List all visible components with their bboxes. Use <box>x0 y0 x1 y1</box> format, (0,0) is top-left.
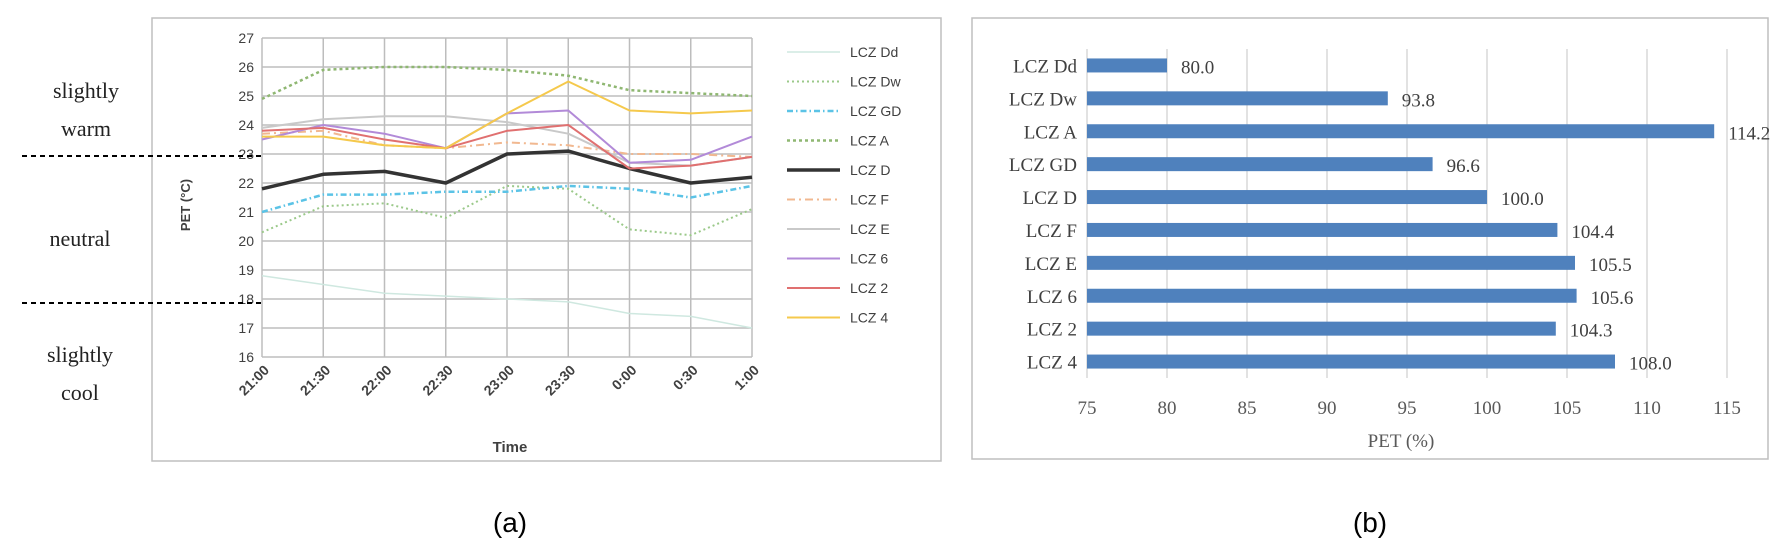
legend-label-lcz-dd: LCZ Dd <box>850 44 898 60</box>
panel-a-y-tick-21: 21 <box>238 204 254 220</box>
panel-a-y-tick-23: 23 <box>238 146 254 162</box>
panel-a-y-tick-22: 22 <box>238 175 254 191</box>
panel-b-category-lcz-e: LCZ E <box>1025 254 1077 275</box>
panel-b-category-lcz-f: LCZ F <box>1026 221 1077 242</box>
panel-b-category-lcz-a: LCZ A <box>1024 122 1078 143</box>
bar-lcz-dw <box>1087 91 1388 106</box>
bar-label-lcz-4: 108.0 <box>1629 354 1672 375</box>
panel-b-category-lcz-2: LCZ 2 <box>1027 320 1077 341</box>
panel-a-y-tick-17: 17 <box>238 320 254 336</box>
panel-a-y-tick-27: 27 <box>238 30 254 46</box>
series-line-lcz-4 <box>262 80 753 150</box>
bar-label-lcz-f: 104.4 <box>1571 222 1614 243</box>
panel-b-category-labels: LCZ Dd LCZ Dw LCZ A LCZ GD LCZ D LCZ F LCZ E LC… <box>1009 56 1078 373</box>
panel-b-x-tick-labels: 75 80 85 90 95 100 105 110 115 <box>1078 398 1741 419</box>
panel-b-x-tick-80: 80 <box>1158 398 1177 419</box>
panel-a-y-tick-20: 20 <box>238 233 254 249</box>
panel-b-category-lcz-dd: LCZ Dd <box>1013 56 1077 77</box>
series-line-lcz-e <box>261 115 753 167</box>
panel-a-legend: LCZ Dd LCZ Dw LCZ GD LCZ A LCZ D LCZ F LCZ E LC… <box>787 44 901 326</box>
panel-a-x-axis-label: Time <box>493 439 528 456</box>
panel-b-bar-chart: 75 80 85 90 95 100 105 110 115 LCZ Dd LCZ Dw LCZ A… <box>971 17 1770 538</box>
zone-slightly-warm-line1: slightly <box>53 78 119 103</box>
series-line-lcz-gd <box>261 184 753 214</box>
panel-b-x-axis-label: PET (%) <box>1368 431 1435 452</box>
panel-a-y-tick-25: 25 <box>238 88 254 104</box>
bar-lcz-6 <box>1087 288 1577 303</box>
legend-label-lcz-2: LCZ 2 <box>850 280 888 296</box>
panel-b-frame <box>971 17 1769 460</box>
panel-b-x-tick-100: 100 <box>1473 398 1502 419</box>
panel-a-y-tick-labels: 16 17 18 19 20 21 22 23 24 25 26 27 <box>238 30 254 365</box>
series-line-lcz-2 <box>261 124 753 170</box>
legend-label-lcz-e: LCZ E <box>850 221 890 237</box>
series-line-lcz-f <box>261 129 753 158</box>
bar-lcz-2 <box>1087 321 1556 336</box>
bar-lcz-gd <box>1087 157 1433 172</box>
series-line-lcz-dd <box>261 275 753 329</box>
bar-lcz-4 <box>1087 354 1615 369</box>
bar-lcz-a <box>1087 124 1715 139</box>
series-line-lcz-dw <box>261 184 753 237</box>
panel-b-bars <box>1087 58 1715 369</box>
panel-a-y-tick-16: 16 <box>238 349 254 365</box>
legend-label-lcz-gd: LCZ GD <box>850 103 901 119</box>
legend-label-lcz-f: LCZ F <box>850 192 889 208</box>
panel-b-data-labels: 80.0 93.8 114.2 96.6 100.0 104.4 105.5 105.6 104… <box>1181 57 1770 374</box>
panel-b-category-lcz-gd: LCZ GD <box>1009 155 1077 176</box>
panel-a-y-tick-19: 19 <box>238 262 254 278</box>
panel-b-x-tick-110: 110 <box>1633 398 1661 419</box>
panel-a-y-tick-24: 24 <box>238 117 254 133</box>
zone-slightly-cool-line1: slightly <box>47 342 113 367</box>
panel-a-y-axis-label: PET (°C) <box>178 179 193 231</box>
panel-a-frame <box>151 17 942 462</box>
panel-b-caption: (b) <box>1353 507 1387 538</box>
legend-label-lcz-a: LCZ A <box>850 133 890 149</box>
bar-lcz-f <box>1087 222 1558 237</box>
panel-b-category-lcz-d: LCZ D <box>1023 188 1077 209</box>
panel-a-caption: (a) <box>493 507 527 538</box>
zone-slightly-warm-label-2: warm <box>61 116 111 141</box>
panel-b-x-tick-105: 105 <box>1553 398 1582 419</box>
bar-label-lcz-dd: 80.0 <box>1181 57 1214 78</box>
legend-label-lcz-d: LCZ D <box>850 162 890 178</box>
bar-label-lcz-a: 114.2 <box>1728 123 1770 144</box>
panel-b-x-tick-95: 95 <box>1398 398 1417 419</box>
zone-slightly-cool-line2: cool <box>61 380 99 405</box>
panel-b-category-lcz-dw: LCZ Dw <box>1009 89 1077 110</box>
panel-b-category-lcz-4: LCZ 4 <box>1027 353 1078 374</box>
legend-label-lcz-4: LCZ 4 <box>850 310 888 326</box>
panel-a-y-tick-26: 26 <box>238 59 254 75</box>
panel-b-x-tick-90: 90 <box>1318 398 1337 419</box>
bar-label-lcz-2: 104.3 <box>1570 321 1613 342</box>
bar-label-lcz-e: 105.5 <box>1589 255 1632 276</box>
panel-a-y-tick-18: 18 <box>238 291 254 307</box>
zone-neutral: neutral <box>49 226 110 251</box>
legend-label-lcz-6: LCZ 6 <box>850 251 888 267</box>
bar-lcz-dd <box>1087 58 1167 73</box>
panel-b-category-lcz-6: LCZ 6 <box>1027 287 1077 308</box>
bar-label-lcz-gd: 96.6 <box>1447 156 1480 177</box>
series-line-lcz-d <box>261 149 753 191</box>
bar-label-lcz-dw: 93.8 <box>1402 90 1435 111</box>
bar-lcz-d <box>1087 190 1487 205</box>
legend-label-lcz-dw: LCZ Dw <box>850 74 901 90</box>
bar-label-lcz-6: 105.6 <box>1591 288 1634 309</box>
panel-a-series <box>261 65 753 329</box>
bar-label-lcz-d: 100.0 <box>1501 189 1544 210</box>
panel-a-gridlines <box>261 37 753 358</box>
bar-lcz-e <box>1087 255 1575 270</box>
panel-b-x-tick-115: 115 <box>1713 398 1741 419</box>
panel-b-x-tick-85: 85 <box>1238 398 1257 419</box>
panel-b-x-tick-75: 75 <box>1078 398 1097 419</box>
